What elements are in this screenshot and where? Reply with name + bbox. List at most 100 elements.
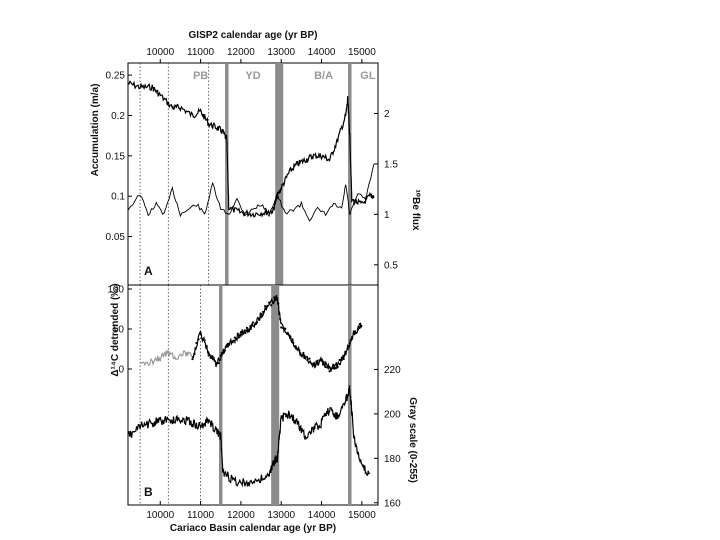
panel-a-letter: A <box>144 264 153 278</box>
delta14c-data-point <box>320 359 323 362</box>
delta14c-data-point <box>209 356 212 359</box>
panel-a-guides <box>139 63 352 285</box>
panel-b-right-axis-title: Gray scale (0-255) <box>407 397 418 483</box>
delta14c-data-point <box>227 343 230 346</box>
delta14c-data-point <box>352 330 355 334</box>
top-axis-tick-label: 14000 <box>308 47 336 58</box>
gray-scale-series-line <box>127 385 371 488</box>
delta14c-data-point <box>261 310 265 313</box>
delta14c-data-point <box>278 312 281 316</box>
delta14c-data-point <box>300 354 303 357</box>
panel-b-letter: B <box>144 485 153 499</box>
delta14c-data-point <box>263 305 267 308</box>
panel-a-series <box>127 80 375 222</box>
delta14c-data-point <box>275 295 278 298</box>
delta14c-data-point <box>229 340 232 343</box>
delta14c-data-point <box>358 323 361 326</box>
panel-b-frame <box>127 284 379 506</box>
delta14c-data-point <box>211 355 214 358</box>
delta14c-data-point <box>243 329 247 332</box>
delta14c-data-point <box>245 326 249 329</box>
right-axis-tick-label: 180 <box>384 454 401 465</box>
right-axis-tick-label: 1.5 <box>384 159 398 170</box>
panel-b-left-axis-title: Δ¹⁴C detrended (‰) <box>110 283 121 376</box>
delta14c-data-point <box>213 359 216 362</box>
delta14c-data-point <box>241 332 245 335</box>
delta14c-early-series-line <box>139 349 193 367</box>
delta14c-data-point <box>268 301 271 304</box>
bottom-axis-tick-label: 11000 <box>187 510 215 521</box>
delta14c-data-point <box>270 304 273 307</box>
bottom-axis-title: Cariaco Basin calendar age (yr BP) <box>170 523 336 534</box>
right-axis-tick-label: 1 <box>384 210 390 221</box>
bottom-axis-tick-label: 12000 <box>227 510 255 521</box>
delta14c-data-point <box>330 367 333 370</box>
top-axis-tick-label: 13000 <box>267 47 295 58</box>
delta14c-data-point <box>279 317 282 321</box>
panel-a: 10000 11000 12000 13000 14000 15000 0.250.20.… <box>90 30 421 286</box>
delta14c-data-point <box>195 341 198 345</box>
delta14c-data-point <box>338 358 341 362</box>
zone-label: PB <box>193 70 208 82</box>
delta14c-data-point <box>326 366 329 369</box>
delta14c-data-point <box>288 334 291 337</box>
top-axis-ticks: 10000 11000 12000 13000 14000 15000 <box>146 47 376 63</box>
bottom-axis-tick-label: 15000 <box>348 510 376 521</box>
bottom-axis-tick-label: 14000 <box>308 510 336 521</box>
delta14c-data-point <box>272 302 275 305</box>
delta14c-data-point <box>298 349 301 352</box>
delta14c-data-point <box>348 342 351 345</box>
delta14c-data-point <box>223 349 226 352</box>
top-axis-tick-label: 10000 <box>146 47 174 58</box>
top-axis-tick-label: 11000 <box>187 47 215 58</box>
delta14c-data-point <box>253 323 257 326</box>
delta14c-data-point <box>334 367 337 370</box>
left-axis-tick-label: 0.25 <box>106 71 126 82</box>
delta14c-data-point <box>201 337 204 341</box>
panel-b-left-ticks: 100 50 0 <box>107 285 132 376</box>
delta14c-data-point <box>286 332 289 335</box>
left-axis-tick-label: 0.2 <box>111 111 125 122</box>
delta14c-data-point <box>197 338 200 341</box>
delta14c-data-point <box>276 297 279 300</box>
delta14c-data-point <box>219 354 222 357</box>
panel-a-frame <box>127 62 379 286</box>
delta14c-data-point <box>231 340 234 344</box>
delta14c-data-point <box>237 336 240 339</box>
delta14c-data-point <box>294 345 297 348</box>
top-axis-tick-label: 12000 <box>227 47 255 58</box>
panel-a-right-axis-title: ¹⁰Be flux <box>410 189 421 230</box>
delta14c-data-point <box>328 370 331 373</box>
delta14c-data-point <box>207 354 210 357</box>
delta14c-data-point <box>342 357 345 361</box>
zone-label: GL <box>360 70 376 82</box>
delta14c-data-point <box>205 345 208 348</box>
delta14c-data-point <box>257 317 261 320</box>
delta14c-data-point <box>217 361 220 365</box>
right-axis-tick-label: 220 <box>384 365 401 376</box>
delta14c-data-point <box>350 338 353 341</box>
right-axis-tick-label: 200 <box>384 409 401 420</box>
left-axis-tick-label: 0.05 <box>106 232 126 243</box>
delta14c-data-point <box>193 352 196 355</box>
delta14c-data-point <box>304 356 307 359</box>
delta14c-data-point <box>259 314 263 317</box>
accumulation-series-line <box>127 80 375 218</box>
delta14c-data-point <box>280 326 283 329</box>
left-axis-tick-label: 0 <box>118 365 124 376</box>
panel-a-left-ticks: 0.25 0.2 0.15 0.1 0.05 <box>106 71 132 243</box>
bottom-axis-ticks: 10000 11000 12000 13000 14000 15000 <box>146 501 376 521</box>
left-axis-tick-label: 100 <box>107 285 124 296</box>
right-axis-tick-label: 160 <box>384 498 401 509</box>
panel-b-series <box>127 294 371 488</box>
panel-b: 10000 11000 12000 13000 14000 15000 100 50 0 22… <box>107 283 418 534</box>
left-axis-tick-label: 0.1 <box>111 192 125 203</box>
delta14c-data-point <box>336 365 339 368</box>
delta14c-data-point <box>314 364 317 367</box>
delta14c-data-point <box>251 321 255 324</box>
top-axis-title: GISP2 calendar age (yr BP) <box>189 30 318 41</box>
delta14c-data-point <box>340 358 343 362</box>
delta14c-data-point <box>310 362 313 365</box>
delta14c-data-point <box>255 321 259 324</box>
